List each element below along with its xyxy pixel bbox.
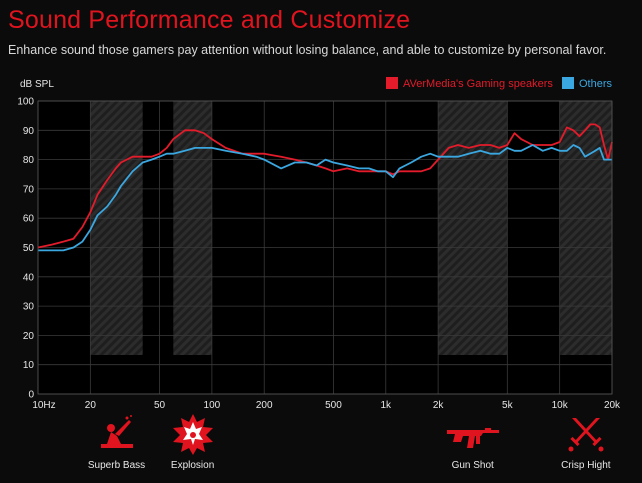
y-tick-label: 100	[17, 97, 34, 108]
x-tick-label: 1k	[380, 400, 392, 411]
band-2	[438, 101, 508, 355]
y-tick-label: 70	[23, 184, 35, 195]
legend-label: AVerMedia's Gaming speakers	[403, 78, 553, 90]
y-tick-label: 40	[23, 272, 35, 283]
y-tick-label: 10	[23, 360, 35, 371]
page-subtitle: Enhance sound those gamers pay attention…	[8, 43, 607, 57]
category-label: Superb Bass	[87, 460, 146, 471]
legend-label: Others	[579, 78, 613, 90]
x-tick-label: 20k	[604, 400, 621, 411]
x-tick-label: 2k	[433, 400, 445, 411]
band-0	[90, 101, 143, 355]
category-label: Crisp Hight	[561, 460, 611, 471]
x-tick-label: 5k	[502, 400, 514, 411]
plot-frame	[37, 100, 613, 395]
y-tick-label: 20	[23, 331, 35, 342]
soldier-mortar-icon	[97, 414, 137, 459]
x-tick-label: 100	[204, 400, 221, 411]
band-3	[559, 101, 612, 355]
y-tick-label: 90	[23, 126, 35, 137]
page-title: Sound Performance and Customize	[8, 6, 411, 34]
crossed-swords-icon	[566, 414, 606, 459]
category-label: Explosion	[170, 460, 215, 471]
rifle-icon	[445, 422, 501, 459]
series-line-avermedia	[37, 123, 613, 249]
y-tick-label: 50	[23, 243, 35, 254]
explosion-icon	[171, 412, 215, 461]
x-tick-label: 10k	[552, 400, 569, 411]
x-tick-label: 10Hz	[32, 400, 55, 411]
legend-swatch	[386, 77, 398, 89]
legend-swatch	[562, 77, 574, 89]
x-tick-label: 20	[85, 400, 97, 411]
x-tick-label: 500	[325, 400, 342, 411]
band-1	[173, 101, 212, 355]
y-tick-label: 0	[28, 390, 34, 401]
y-tick-label: 80	[23, 155, 35, 166]
category-label: Gun Shot	[451, 460, 494, 471]
x-tick-label: 50	[154, 400, 166, 411]
y-tick-label: 60	[23, 214, 35, 225]
series-line-others	[38, 144, 612, 252]
y-axis-label: dB SPL	[20, 79, 54, 90]
x-tick-label: 200	[256, 400, 273, 411]
y-tick-label: 30	[23, 302, 35, 313]
